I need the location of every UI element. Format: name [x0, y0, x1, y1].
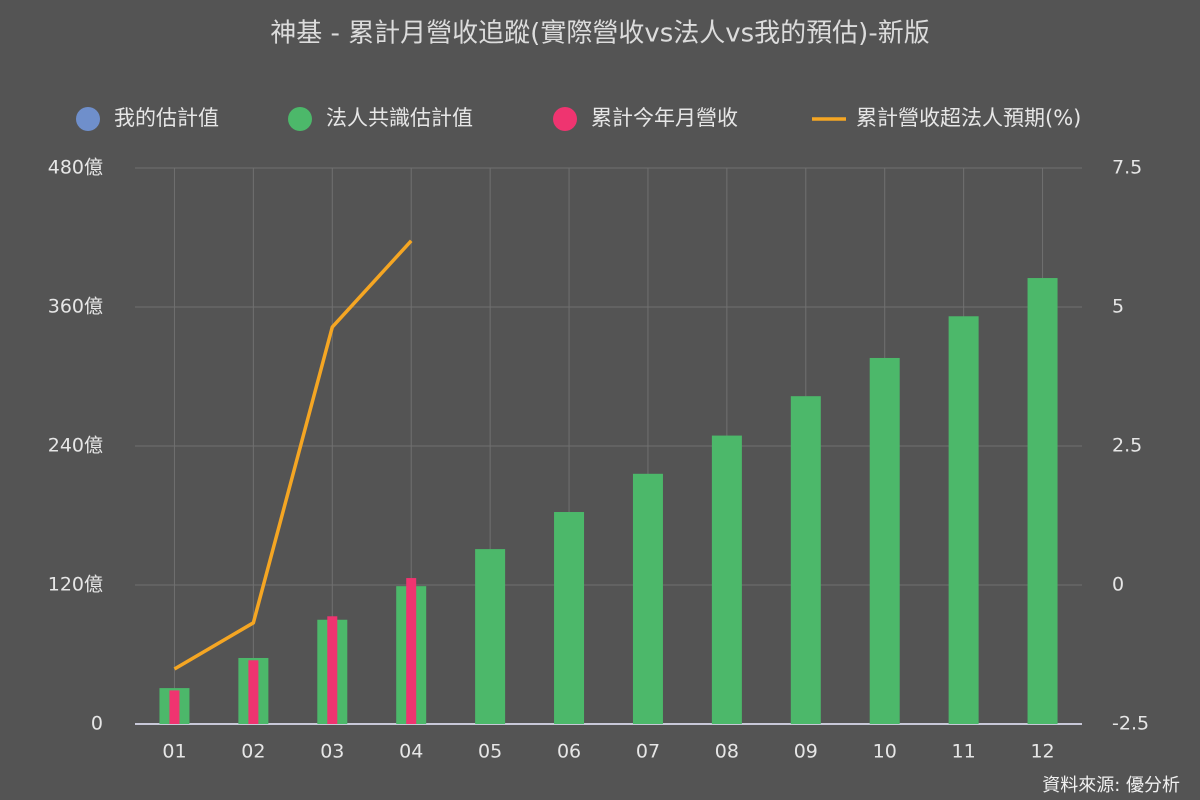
legend-swatch [553, 107, 577, 131]
bar [790, 396, 821, 724]
line [173, 239, 413, 671]
x-tick-label: 01 [162, 741, 186, 763]
y2-tick-label: 2.5 [1112, 435, 1142, 457]
bar [406, 578, 417, 724]
y2-tick-label: -2.5 [1112, 713, 1149, 735]
bar [632, 473, 663, 724]
x-tick-label: 08 [715, 741, 739, 763]
bar [948, 316, 979, 724]
legend-label: 法人共識估計值 [326, 106, 473, 130]
y-tick-label: 480億 [48, 157, 103, 179]
x-tick-label: 09 [794, 741, 818, 763]
legend-swatch [76, 107, 100, 131]
bar [869, 357, 900, 724]
x-tick-label: 11 [952, 741, 976, 763]
y2-tick-label: 0 [1112, 574, 1124, 596]
y-tick-label: 240億 [48, 435, 103, 457]
bar [248, 660, 259, 724]
legend-label: 我的估計值 [114, 106, 219, 130]
bar [475, 549, 506, 724]
x-tick-label: 12 [1030, 741, 1054, 763]
x-tick-label: 05 [478, 741, 502, 763]
source-note: 資料來源: 優分析 [1042, 775, 1180, 796]
y-tick-label: 120億 [48, 574, 103, 596]
x-tick-label: 04 [399, 741, 423, 763]
bar [169, 690, 180, 724]
bar [554, 512, 585, 724]
legend-swatch [288, 107, 312, 131]
legend-label: 累計營收超法人預期(%) [856, 106, 1081, 130]
y2-tick-label: 7.5 [1112, 157, 1142, 179]
bar [711, 435, 742, 724]
x-tick-label: 10 [873, 741, 897, 763]
x-tick-label: 02 [241, 741, 265, 763]
x-tick-label: 03 [320, 741, 344, 763]
bar [1027, 278, 1058, 724]
legend-label: 累計今年月營收 [591, 106, 738, 130]
y2-tick-label: 5 [1112, 296, 1124, 318]
y-tick-label: 0 [91, 713, 103, 735]
y-tick-label: 360億 [48, 296, 103, 318]
x-tick-label: 06 [557, 741, 581, 763]
x-tick-label: 07 [636, 741, 660, 763]
bar [327, 616, 338, 724]
chart-title: 神基 - 累計月營收追蹤(實際營收vs法人vs我的預估)-新版 [270, 19, 929, 49]
